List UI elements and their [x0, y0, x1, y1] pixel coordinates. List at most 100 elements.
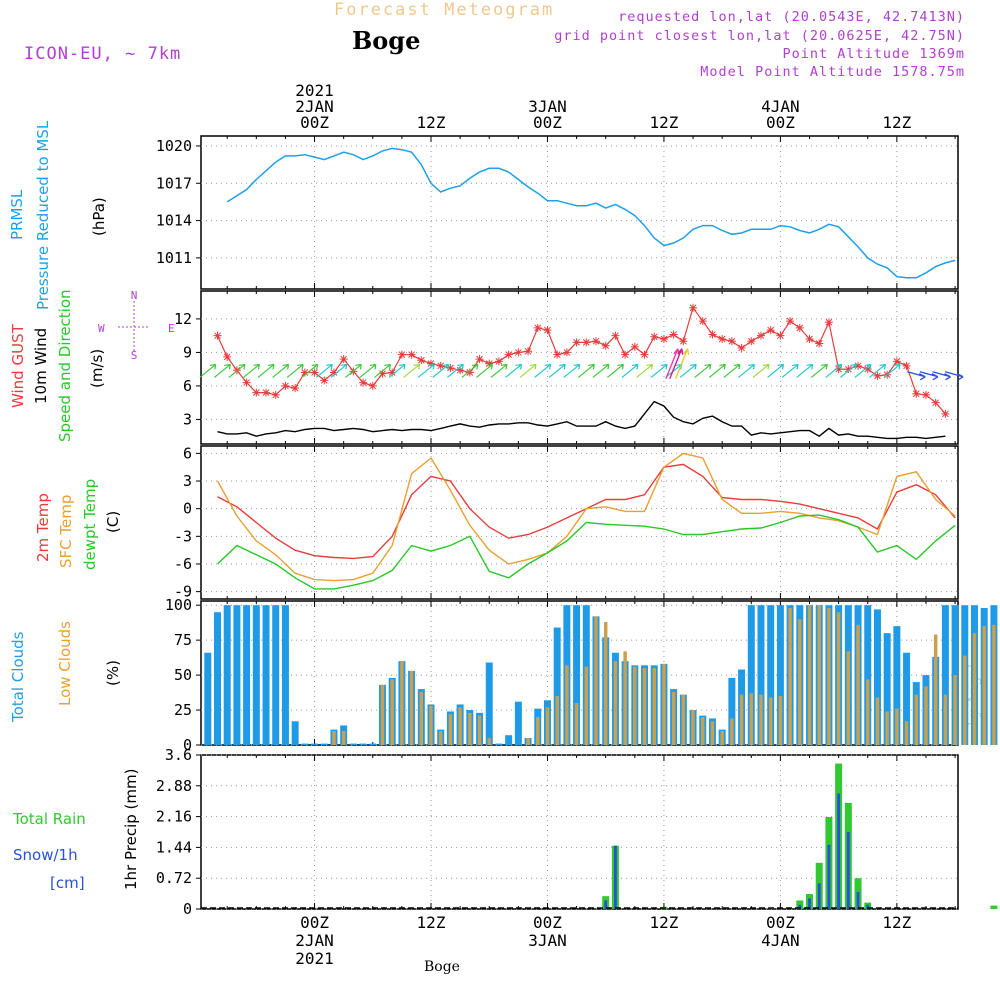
gust-marker [737, 343, 746, 352]
low-cloud-bar [448, 714, 453, 745]
gust-marker [485, 359, 494, 368]
low-cloud-bar [419, 691, 424, 745]
total-cloud-bar [311, 743, 319, 745]
gust-marker [766, 326, 775, 335]
panel-frame-precip [200, 754, 959, 910]
wind-arrow [534, 363, 552, 378]
gust-marker [591, 337, 600, 346]
wind-arrow [417, 363, 435, 378]
total-cloud-bar [514, 701, 522, 745]
ytick-label: 0.72 [156, 869, 192, 887]
low-cloud-bar [827, 607, 831, 745]
compass-north-label: N [131, 289, 138, 302]
gust-marker [601, 341, 610, 350]
gust-marker [669, 330, 678, 339]
wind-arrow [636, 363, 654, 378]
low-cloud-bar [536, 717, 540, 745]
gust-marker [621, 350, 630, 359]
total-cloud-bar [223, 605, 231, 745]
wind-arrow [476, 363, 493, 378]
low-cloud-bar [526, 738, 530, 745]
wind-arrow [708, 363, 726, 378]
wind-arrow [723, 363, 741, 378]
low-cloud-bar [662, 663, 666, 745]
low-cloud-bar [691, 710, 695, 745]
wind-speed-line [217, 400, 946, 440]
low-cloud-bar [972, 633, 977, 745]
total-cloud-bar [941, 605, 949, 745]
ytick-label: 50 [174, 666, 192, 684]
gust-marker [562, 348, 571, 357]
gust-marker [223, 352, 232, 361]
time-label-top: 12Z [882, 113, 911, 132]
low-cloud-bar [992, 624, 996, 745]
gust-marker [300, 368, 309, 377]
gust-marker [747, 337, 756, 346]
low-cloud-bar [817, 605, 821, 745]
ytick-label: 1017 [156, 174, 192, 192]
low-cloud-bar [594, 616, 598, 745]
time-label-bottom: 2021 [295, 949, 334, 968]
tsfc-line [216, 452, 956, 582]
wind-arrow [432, 363, 450, 378]
wind-arrow [825, 363, 843, 378]
total-cloud-bar [252, 605, 260, 745]
total-cloud-bar [903, 652, 911, 745]
wind-arrow [738, 363, 756, 378]
wind-arrow [403, 363, 421, 378]
gust-marker [388, 368, 397, 377]
low-cloud-bar [574, 703, 579, 745]
meteogram-title: Forecast Meteogram [334, 0, 555, 20]
wind-arrow [446, 363, 464, 378]
snow-bar [856, 891, 860, 909]
ytick-label: 0 [183, 736, 192, 754]
low-cloud-bar [681, 694, 686, 745]
gust-marker [611, 331, 620, 340]
low-cloud-bar [565, 665, 569, 745]
total-cloud-bar [359, 743, 367, 745]
wind-arrow [592, 363, 610, 378]
gust-marker [912, 389, 921, 398]
gust-marker [659, 335, 668, 344]
wind-arrow [548, 363, 566, 378]
low-cloud-bar [332, 731, 336, 745]
low-cloud-bar [380, 684, 385, 745]
low-cloud-bar [633, 666, 637, 745]
gust-marker [824, 318, 833, 327]
panel-frame-pressure [200, 135, 959, 290]
gust-marker [533, 323, 542, 332]
low-cloud-bar [730, 718, 734, 745]
low-cloud-bar [739, 694, 744, 745]
time-label-bottom: 4JAN [761, 931, 800, 950]
total-cloud-bar [757, 605, 765, 745]
snow-bar [604, 900, 608, 909]
snow-bar [866, 904, 870, 909]
requested-coords: requested lon,lat (20.0543E, 42.7413N) [618, 9, 965, 25]
wind-arrow [607, 363, 624, 378]
time-label-top: 12Z [417, 113, 446, 132]
gust-marker [572, 338, 581, 347]
total-cloud-bar [573, 605, 581, 745]
gust-marker [242, 378, 251, 387]
gust-marker [310, 368, 319, 377]
model-label: ICON-EU, ~ 7km [24, 44, 182, 64]
low-cloud-bar [798, 619, 802, 745]
total-cloud-bar [281, 605, 289, 745]
low-cloud-bar [836, 612, 841, 745]
wind-arrow-strong [665, 348, 680, 380]
gust-marker [689, 303, 698, 312]
gust-marker [640, 350, 649, 359]
wind-arrow [752, 363, 770, 378]
total-cloud-bar [505, 735, 513, 745]
panel-frame-temperature [200, 445, 959, 600]
low-cloud-bar [710, 721, 715, 745]
ytick-label: 2.16 [156, 808, 192, 826]
snow-bar [837, 793, 841, 909]
total-cloud-bar [262, 605, 270, 745]
gust-marker [795, 323, 804, 332]
low-cloud-bar [400, 661, 404, 745]
low-cloud-bar [642, 668, 647, 745]
ytick-label: 0 [183, 500, 192, 518]
total-cloud-bar [864, 605, 872, 745]
wind-arrow [199, 363, 217, 378]
